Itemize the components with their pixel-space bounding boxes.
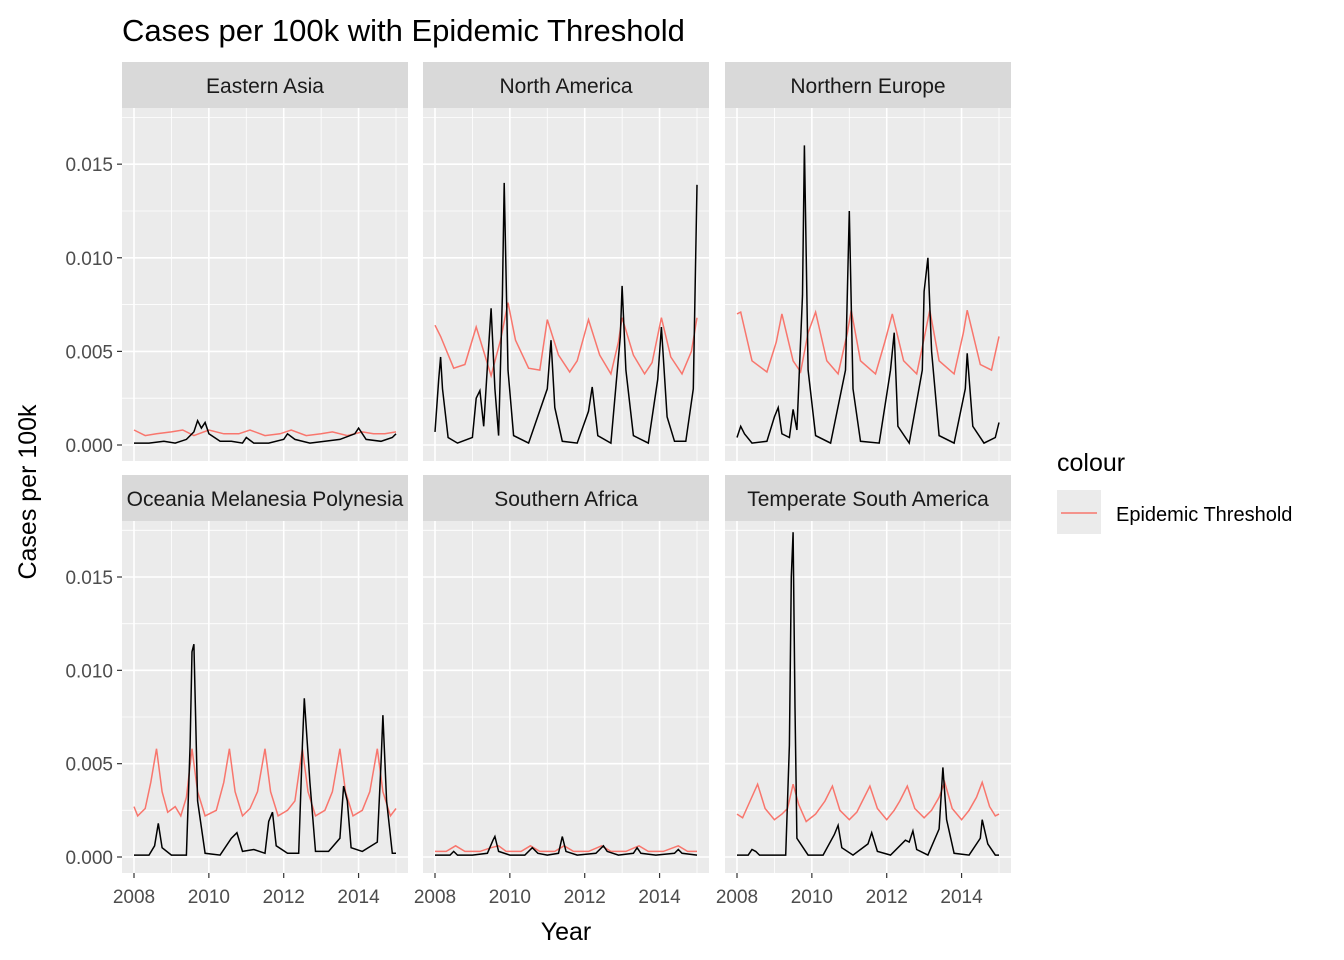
cases-line <box>736 145 1000 446</box>
panel-background <box>423 108 709 461</box>
y-tick-label: 0.005 <box>65 755 113 776</box>
cases-line <box>435 834 698 856</box>
y-tick-label: 0.010 <box>65 661 113 682</box>
threshold-line <box>133 429 397 437</box>
y-tick-label: 0.000 <box>65 848 113 869</box>
facet-strip-label: Eastern Asia <box>206 75 324 98</box>
x-tick-label: 2012 <box>866 887 908 908</box>
facet-strip <box>725 475 1011 521</box>
facet-strip <box>423 475 709 521</box>
cases-line <box>434 182 698 445</box>
facet-strip-label: Oceania Melanesia Polynesia <box>127 488 404 511</box>
facet-panel: Oceania Melanesia Polynesia <box>122 475 408 873</box>
facet-panels: Eastern Asia North America Northern Europe… <box>122 62 1011 873</box>
facet-strip-label: Southern Africa <box>494 488 638 511</box>
facet-strip <box>725 62 1011 108</box>
x-tick-label: 2008 <box>113 887 155 908</box>
panel-background <box>423 521 709 873</box>
facet-panel: Temperate South America <box>725 475 1011 873</box>
facet-panel: Northern Europe <box>725 62 1011 461</box>
chart-title: Cases per 100k with Epidemic Threshold <box>122 13 685 48</box>
facet-strip-label: Temperate South America <box>747 488 989 511</box>
y-tick-label: 0.015 <box>65 155 113 176</box>
x-tick-label: 2012 <box>263 887 305 908</box>
x-tick-label: 2014 <box>638 887 681 908</box>
cases-line <box>134 644 396 856</box>
legend-key-background <box>1057 490 1101 534</box>
y-tick-label: 0.005 <box>65 342 113 363</box>
threshold-line <box>736 779 1000 823</box>
x-tick-label: 2014 <box>940 887 983 908</box>
legend-title: colour <box>1057 449 1125 477</box>
x-tick-label: 2008 <box>716 887 758 908</box>
threshold-line <box>133 748 397 818</box>
facet-strip-label: North America <box>499 75 632 98</box>
x-axis: 2008 2010 2012 2014 2008 2010 2012 2014 2008 2010… <box>113 873 983 908</box>
legend-label-epidemic-threshold: Epidemic Threshold <box>1116 504 1292 526</box>
panel-background <box>725 108 1011 461</box>
facet-strip <box>122 62 408 108</box>
facet-panel: Eastern Asia <box>122 62 408 461</box>
x-tick-label: 2012 <box>564 887 606 908</box>
x-tick-label: 2010 <box>188 887 230 908</box>
panel-background <box>122 521 408 873</box>
x-tick-label: 2010 <box>791 887 833 908</box>
x-axis-title: Year <box>541 918 592 946</box>
facet-panel: North America <box>423 62 709 461</box>
panel-background <box>725 521 1011 873</box>
cases-line <box>134 418 397 444</box>
y-tick-label: 0.010 <box>65 249 113 270</box>
y-tick-label: 0.000 <box>65 436 113 457</box>
facet-strip-label: Northern Europe <box>790 75 945 98</box>
facet-strip <box>423 62 709 108</box>
x-tick-label: 2010 <box>489 887 531 908</box>
threshold-line <box>736 309 1000 376</box>
facet-panel: Southern Africa <box>423 475 709 873</box>
y-axis: 0.000 0.005 0.010 0.015 0.000 0.005 0.010 0.015 <box>65 155 122 869</box>
legend: colour Epidemic Threshold <box>1057 449 1292 534</box>
cases-line <box>737 532 999 857</box>
threshold-line <box>434 302 698 379</box>
y-axis-title: Cases per 100k <box>14 404 42 580</box>
x-tick-label: 2014 <box>337 887 380 908</box>
panel-background <box>122 108 408 461</box>
facet-strip <box>122 475 408 521</box>
y-tick-label: 0.015 <box>65 568 113 589</box>
x-tick-label: 2008 <box>414 887 456 908</box>
